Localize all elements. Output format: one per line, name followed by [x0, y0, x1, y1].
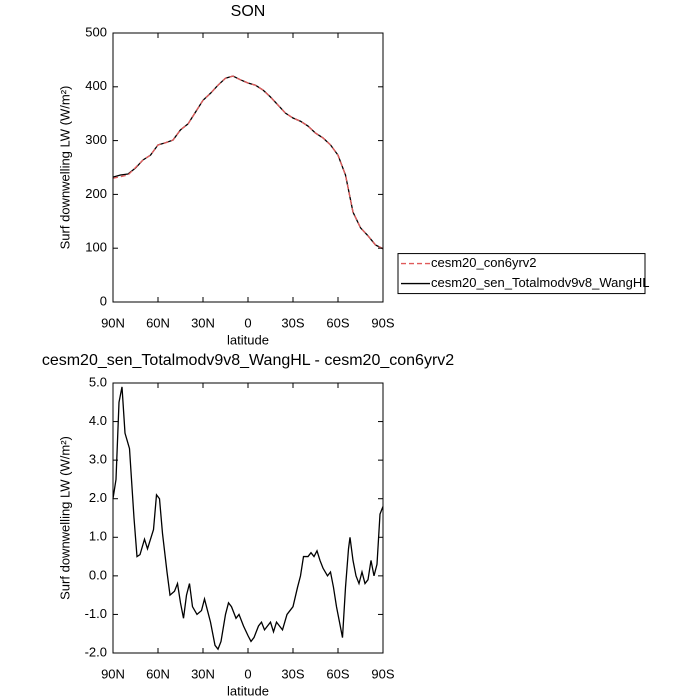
y-tick-label: 3.0 [89, 452, 107, 467]
x-tick-label: 60S [326, 666, 349, 681]
x-axis-label: latitude [227, 332, 269, 347]
y-tick-label: 5.0 [89, 374, 107, 389]
x-axis-label: latitude [227, 683, 269, 698]
data-line [112, 386, 384, 651]
y-tick-label: 2.0 [89, 490, 107, 505]
legend-box [397, 253, 646, 295]
x-tick-label: 0 [244, 666, 251, 681]
x-tick-label: 30S [281, 666, 304, 681]
y-tick-label: 500 [85, 24, 107, 39]
y-axis-label: Surf downwelling LW (W/m²) [57, 436, 72, 600]
y-axis-label: Surf downwelling LW (W/m²) [57, 86, 72, 250]
chart-title: cesm20_sen_Totalmodv9v8_WangHL - cesm20_… [42, 352, 454, 369]
x-tick-label: 90N [101, 666, 125, 681]
y-tick-label: 400 [85, 78, 107, 93]
x-tick-label: 90N [101, 315, 125, 330]
data-line [112, 75, 384, 250]
y-tick-label: 4.0 [89, 413, 107, 428]
x-tick-label: 90S [371, 666, 394, 681]
x-tick-label: 60S [326, 315, 349, 330]
legend-label: cesm20_sen_Totalmodv9v8_WangHL [431, 275, 649, 290]
y-tick-label: -2.0 [85, 644, 107, 659]
x-tick-label: 0 [244, 315, 251, 330]
data-line [112, 75, 384, 250]
plot-frame [112, 382, 384, 654]
x-tick-label: 60N [146, 315, 170, 330]
y-tick-label: 0.0 [89, 567, 107, 582]
y-tick-label: 1.0 [89, 529, 107, 544]
chart-title: SON [231, 3, 266, 20]
y-tick-label: 300 [85, 132, 107, 147]
x-tick-label: 30N [191, 666, 215, 681]
y-tick-label: 0 [100, 293, 107, 308]
y-tick-label: -1.0 [85, 606, 107, 621]
x-tick-label: 30N [191, 315, 215, 330]
y-tick-label: 100 [85, 240, 107, 255]
x-tick-label: 60N [146, 666, 170, 681]
x-tick-label: 90S [371, 315, 394, 330]
legend-label: cesm20_con6yrv2 [431, 255, 537, 270]
x-tick-label: 30S [281, 315, 304, 330]
y-tick-label: 200 [85, 186, 107, 201]
